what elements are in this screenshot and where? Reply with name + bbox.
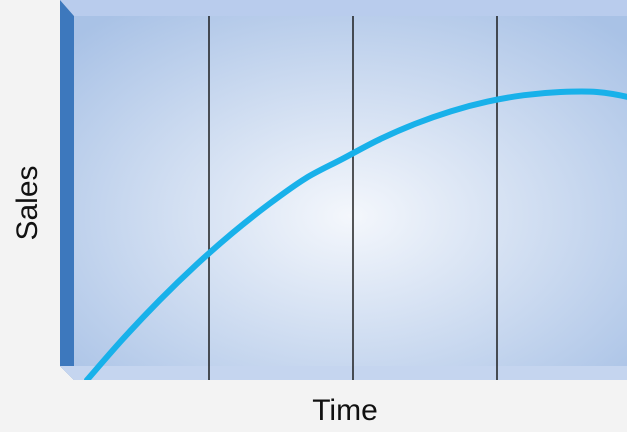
plot-top-bevel: [60, 0, 627, 16]
plot-area: [74, 16, 627, 380]
x-axis-label: Time: [312, 394, 378, 427]
sales-curve-line: [84, 88, 627, 380]
vertical-grid-lines: [208, 16, 498, 380]
y-axis-label: Sales: [11, 165, 44, 240]
plot-bottom-bevel: [60, 366, 627, 380]
plot-left-bevel: [60, 0, 74, 380]
